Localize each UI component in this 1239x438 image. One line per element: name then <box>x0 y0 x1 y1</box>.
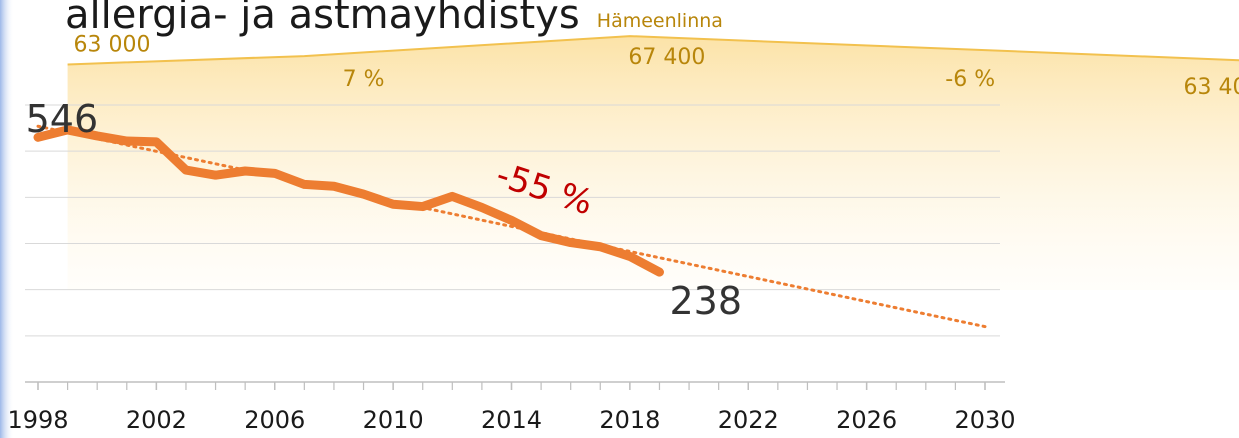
annotation: -6 % <box>945 67 995 92</box>
value-label: 546 <box>26 97 99 141</box>
population-label: 67 400 <box>628 45 705 70</box>
chart-title: allergia- ja astmayhdistys <box>65 0 580 38</box>
population-label: 63 000 <box>74 32 151 57</box>
x-tick-label: 1998 <box>7 406 68 434</box>
x-tick-label: 2018 <box>599 406 660 434</box>
annotation: 7 % <box>343 67 385 92</box>
x-tick-label: 2010 <box>363 406 424 434</box>
slide-edge <box>0 0 14 438</box>
trend-line <box>36 124 987 329</box>
x-tick-label: 2030 <box>954 406 1015 434</box>
population-label: 63 400 <box>1184 75 1239 100</box>
data-line <box>33 125 664 277</box>
population-line <box>67 35 1239 66</box>
x-tick-label: 2002 <box>126 406 187 434</box>
x-tick-label: 2006 <box>244 406 305 434</box>
series-name: Hämeenlinna <box>597 10 723 32</box>
x-tick-label: 2014 <box>481 406 542 434</box>
value-label: 238 <box>669 279 742 323</box>
population-area <box>67 36 1239 290</box>
x-tick-label: 2026 <box>836 406 897 434</box>
x-tick-label: 2022 <box>718 406 779 434</box>
